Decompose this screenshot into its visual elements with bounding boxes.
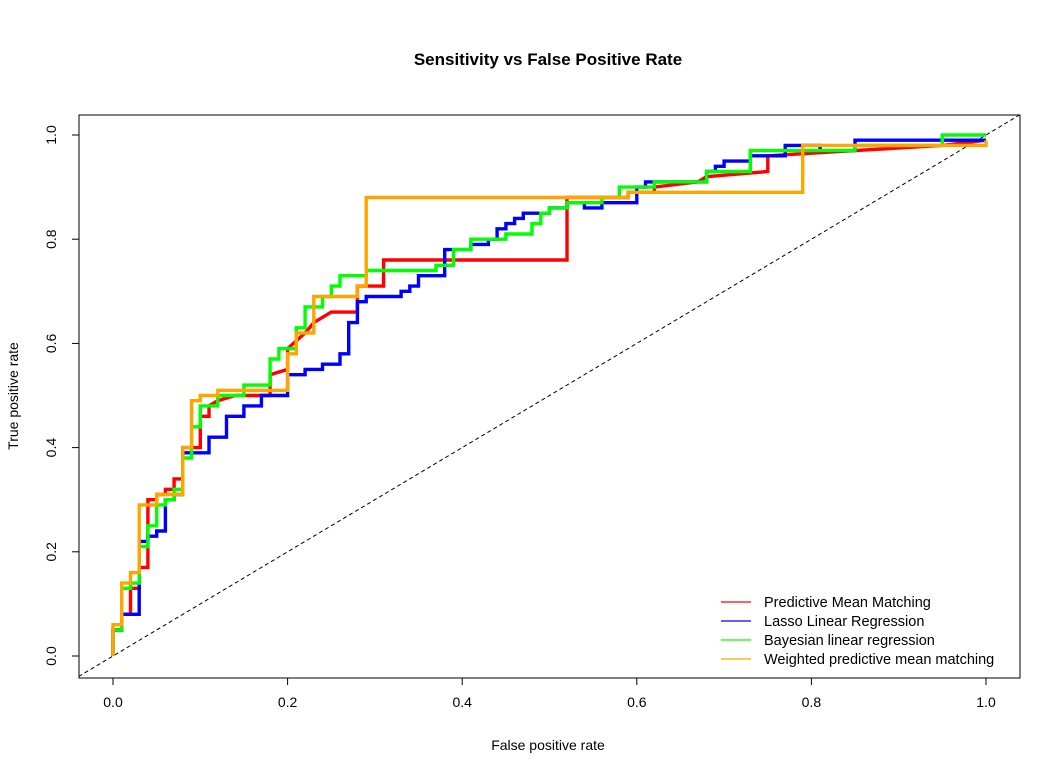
plot-frame	[78, 114, 1021, 679]
y-tick-label: 0.6	[43, 333, 59, 353]
x-tick-label: 0.8	[802, 694, 822, 710]
x-tick-label: 0.2	[278, 694, 298, 710]
diagonal-reference-line	[79, 115, 1020, 677]
x-tick-label: 1.0	[976, 694, 996, 710]
y-tick-label: 0.2	[43, 542, 59, 562]
x-axis: 0.0 0.2 0.4 0.6 0.8 1.0	[103, 677, 996, 710]
y-axis: 0.0 0.2 0.4 0.6 0.8 1.0	[43, 125, 80, 666]
y-axis-label: True positive rate	[5, 342, 21, 450]
legend-label: Weighted predictive mean matching	[764, 652, 994, 668]
y-tick-label: 0.4	[43, 438, 59, 458]
series-line-4	[111, 140, 988, 656]
x-tick-label: 0.6	[627, 694, 647, 710]
y-tick-label: 1.0	[43, 125, 59, 145]
y-tick-label: 0.0	[43, 646, 59, 666]
plot-area	[79, 115, 1020, 677]
legend-label: Bayesian linear regression	[764, 633, 935, 649]
x-tick-label: 0.4	[452, 694, 472, 710]
legend-label: Predictive Mean Matching	[764, 595, 931, 611]
series-line-1	[111, 138, 987, 656]
series-group	[79, 115, 1020, 677]
x-axis-label: False positive rate	[491, 737, 605, 753]
x-tick-label: 0.0	[103, 694, 123, 710]
legend: Predictive Mean Matching Lasso Linear Reg…	[721, 595, 994, 668]
legend-label: Lasso Linear Regression	[764, 614, 924, 630]
series-line-2	[111, 138, 986, 656]
y-tick-label: 0.8	[43, 229, 59, 249]
chart-title: Sensitivity vs False Positive Rate	[414, 50, 682, 69]
